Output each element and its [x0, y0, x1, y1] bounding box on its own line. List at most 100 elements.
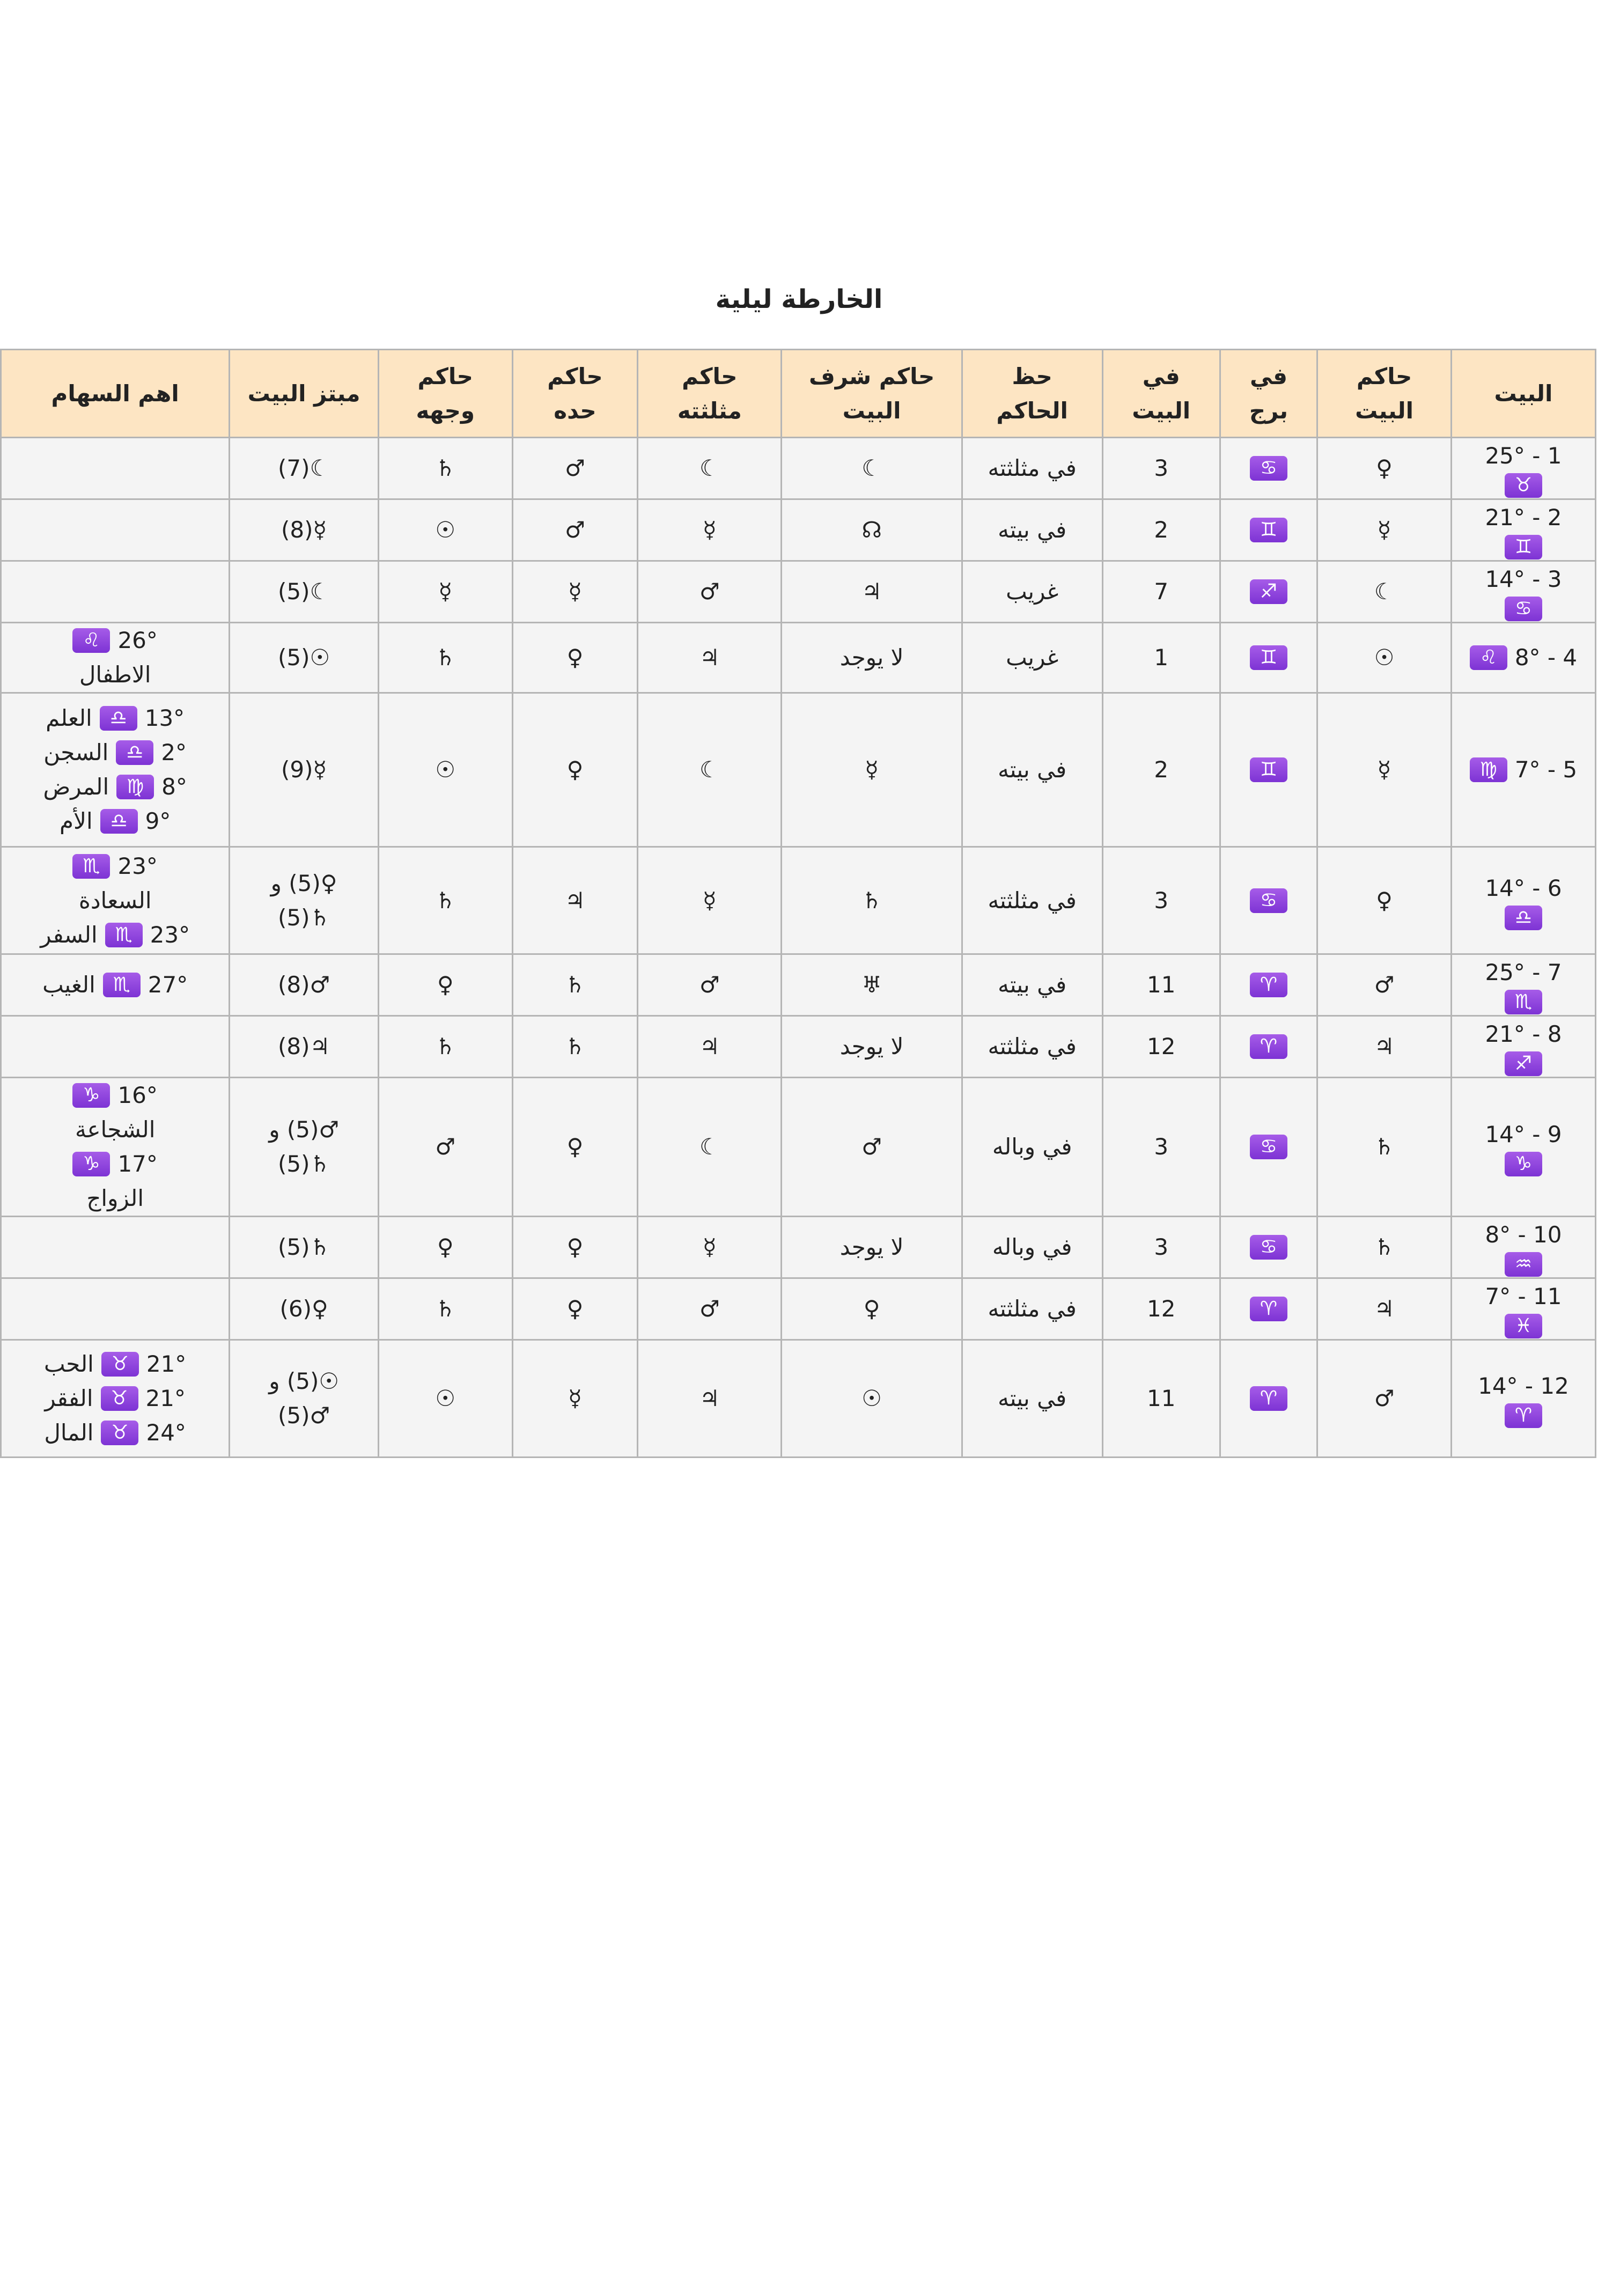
cell-text: 12	[1146, 1296, 1176, 1322]
table-cell: 2	[1101, 498, 1221, 562]
header-cell: حاكم حده	[511, 349, 639, 438]
cell-text: 5 - 7°	[1514, 756, 1578, 783]
table-cell: 5 - 7° ♍	[1450, 692, 1597, 848]
table-cell: غريب	[961, 560, 1103, 623]
cell-line: 27° ♏ الغيب	[5, 968, 225, 1002]
header-text: حده	[554, 397, 597, 424]
table-cell: ☾	[637, 1077, 783, 1217]
cell-text: 3	[1154, 1234, 1169, 1260]
table-cell: في بيته	[961, 953, 1103, 1017]
cell-text: ♀	[566, 1134, 584, 1160]
table-cell: ♄	[1316, 1077, 1452, 1217]
table-cell: ☿(9)	[229, 692, 379, 848]
cell-text: 3	[1154, 887, 1169, 914]
cell-text: في وباله	[992, 1234, 1072, 1260]
table-cell: ♃	[637, 1339, 783, 1458]
table-cell: ☿	[511, 560, 639, 623]
cell-text: المال	[44, 1419, 94, 1446]
cell-line: 26° ♌	[5, 623, 225, 658]
cell-text: ♂	[699, 1296, 720, 1322]
table-cell: ♐	[1219, 560, 1319, 623]
zodiac-sign: ♑	[72, 1152, 111, 1176]
cell-text: ♄	[565, 972, 585, 998]
cell-line: ♑	[1455, 1152, 1592, 1176]
zodiac-sign: ♈	[1504, 1403, 1542, 1428]
cell-text: ☾	[699, 756, 720, 783]
zodiac-sign: ♑	[72, 1083, 111, 1108]
table-cell: في وباله	[961, 1216, 1103, 1279]
cell-text: ☿	[568, 578, 582, 605]
header-text: البيت	[1132, 397, 1191, 424]
header-text: حاكم شرف	[808, 363, 935, 389]
table-cell: ♂	[511, 437, 639, 500]
table-cell	[0, 1216, 231, 1279]
cell-text: في مثلثته	[988, 1033, 1077, 1059]
zodiac-sign: ♉	[101, 1352, 139, 1377]
header-text: وجهه	[416, 397, 475, 424]
cell-text: 2 - 21°	[1485, 504, 1562, 531]
cell-text: 7	[1154, 578, 1169, 605]
cell-text: 21°	[146, 1351, 187, 1377]
cell-text: ♄	[435, 1033, 456, 1059]
cell-text: ☿	[702, 887, 717, 914]
cell-line: ♈	[1224, 1297, 1313, 1321]
table-cell: 1 - 25° ♉	[1450, 437, 1597, 500]
table-cell	[0, 498, 231, 562]
cell-line: 24° ♉ المال	[5, 1416, 225, 1450]
cell-text: ☾	[699, 1134, 720, 1160]
table-cell: في بيته	[961, 692, 1103, 848]
zodiac-sign: ♉	[101, 1421, 139, 1445]
cell-line: ♋	[1224, 1135, 1313, 1159]
cell-text: لا يوجد	[839, 1033, 904, 1059]
cell-text: ♀	[1376, 455, 1393, 481]
data-table: البيت حاكم البيت في برج في البيت حظ الحاكم حاكم ش…	[0, 349, 1597, 1458]
table-cell: ♂	[780, 1077, 963, 1217]
table-row: 2 - 21° ♊ ☿ ♊ 2 في بيته ☊ ☿ ♂ ☉ ☿(8)	[0, 498, 1597, 562]
table-cell: ♂	[377, 1077, 513, 1217]
table-row: 6 - 14° ♎ ♀ ♋ 3 في مثلثته ♄ ☿ ♃ ♄ ♀(5) و ♄(5) 23° ♏ ال…	[0, 846, 1597, 955]
cell-text: ☉	[435, 517, 456, 543]
zodiac-sign: ♏	[102, 973, 141, 997]
cell-text: 9 - 14°	[1485, 1121, 1562, 1147]
table-cell: ♋	[1219, 1216, 1319, 1279]
cell-text: ☉	[435, 756, 456, 783]
cell-text: ☉(5) و	[269, 1368, 339, 1394]
cell-text: 6 - 14°	[1485, 874, 1562, 901]
header-text: برج	[1249, 397, 1288, 424]
cell-text: ♃	[699, 1033, 720, 1059]
zodiac-sign: ♏	[105, 922, 143, 947]
cell-text: السجن	[43, 739, 109, 766]
cell-line: 5 - 7° ♍	[1455, 753, 1592, 787]
table-cell: ☾	[637, 692, 783, 848]
table-cell	[0, 1015, 231, 1078]
table-cell: ☉(5) و ♂(5)	[229, 1339, 379, 1458]
cell-line: ♐	[1455, 1051, 1592, 1076]
cell-text: ♄	[1374, 1134, 1395, 1160]
header-text: حاكم	[1356, 363, 1412, 389]
cell-text: ☿	[1377, 517, 1391, 543]
cell-line: 13° ♎ العلم	[5, 701, 225, 735]
cell-line: ♀(5) و	[233, 866, 374, 901]
cell-line: ♈	[1224, 1034, 1313, 1059]
cell-text: ☉	[1374, 644, 1395, 671]
header-text: حظ	[1012, 363, 1052, 389]
cell-text: ♃(8)	[278, 1033, 330, 1059]
cell-line: 21° ♉ الحب	[5, 1347, 225, 1381]
table-cell: ♂(8)	[229, 953, 379, 1017]
cell-text: ♀(5) و	[270, 870, 337, 896]
cell-text: ☿	[865, 756, 879, 783]
cell-line: 11 - 7°	[1455, 1279, 1592, 1314]
cell-text: ☉	[435, 1385, 456, 1411]
cell-text: 2	[1154, 517, 1169, 543]
table-cell: ♈	[1219, 1277, 1319, 1341]
table-cell: ♄	[1316, 1216, 1452, 1279]
zodiac-sign: ♊	[1250, 518, 1287, 542]
cell-text: ♀	[1376, 887, 1393, 914]
table-cell: 11	[1101, 1339, 1221, 1458]
table-cell: ☉	[377, 1339, 513, 1458]
cell-text: ♂(5)	[278, 1402, 330, 1429]
table-cell: لا يوجد	[780, 1216, 963, 1279]
cell-line: ♏	[1455, 990, 1592, 1014]
table-cell: 12 - 14° ♈	[1450, 1339, 1597, 1458]
table-cell: ♄	[377, 622, 513, 694]
